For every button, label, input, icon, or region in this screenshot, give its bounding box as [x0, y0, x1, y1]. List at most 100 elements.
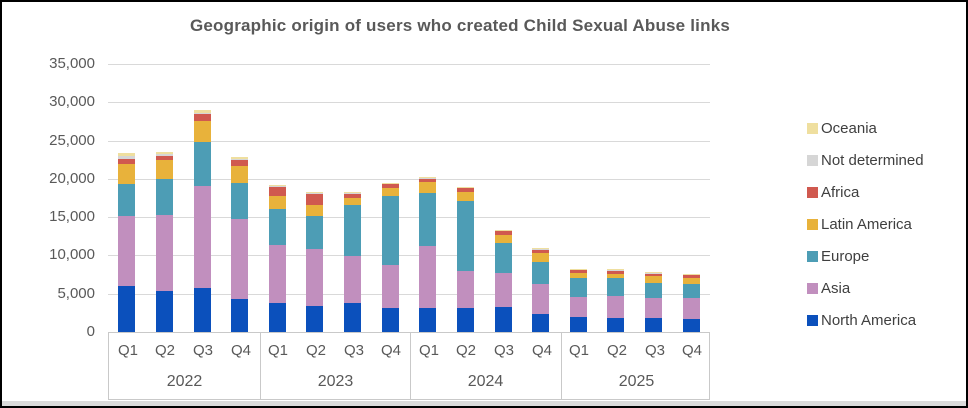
quarter-label: Q3 [644, 342, 665, 359]
bar-segment-africa [457, 187, 474, 192]
bar-segment-latin-america [269, 196, 286, 209]
legend-swatch [807, 250, 818, 262]
bar-segment-north-america [269, 302, 286, 332]
bar-segment-asia [306, 249, 323, 306]
bar-segment-north-america [607, 318, 624, 332]
bar-segment-asia [532, 283, 549, 314]
category-axis: Q1 Q2 Q3 Q4 Q1 Q2 Q3 Q4 Q1 Q2 Q3 Q4 Q1 Q2 Q3 Q4 2022 2023… [108, 332, 710, 400]
bar-segment-oceania [306, 191, 323, 193]
bar-segment-latin-america [419, 181, 436, 194]
quarter-label: Q1 [117, 342, 138, 359]
y-axis-tick-label: 5,000 [57, 285, 95, 302]
bar-segment-africa [306, 193, 323, 205]
bar-segment-oceania [457, 186, 474, 188]
legend-label: Oceania [821, 119, 877, 137]
legend-item-africa: Africa [807, 176, 924, 208]
bar-segment-asia [382, 265, 399, 309]
bar-segment-not-determined [269, 186, 286, 188]
legend-swatch [807, 282, 818, 294]
bar-segment-latin-america [382, 188, 399, 196]
legend-label: Not determined [821, 151, 924, 169]
bar-segment-europe [419, 193, 436, 247]
quarter-label: Q2 [305, 342, 326, 359]
bar-segment-europe [570, 278, 587, 297]
bottom-strip [2, 401, 966, 406]
bar-segment-not-determined [419, 177, 436, 179]
bar-segment-latin-america [231, 165, 248, 183]
bar-segment-europe [118, 184, 135, 217]
bar-segment-asia [156, 214, 173, 292]
bar-segment-europe [306, 215, 323, 250]
bar-segment-africa [382, 183, 399, 189]
bar-segment-oceania [269, 184, 286, 187]
bar-segment-north-america [419, 307, 436, 332]
bar-segment-africa [419, 178, 436, 182]
bar-segment-north-america [645, 317, 662, 332]
bar-segment-africa [231, 159, 248, 166]
legend-swatch [807, 154, 818, 166]
bar-segment-latin-america [607, 273, 624, 279]
year-divider [561, 333, 562, 399]
bar-segment-oceania [344, 191, 361, 193]
bar-segment-latin-america [118, 164, 135, 185]
y-axis-tick-label: 0 [86, 323, 95, 340]
year-label: 2024 [467, 373, 504, 390]
gridline [108, 141, 710, 142]
bar-segment-oceania [532, 248, 549, 249]
bar-segment-oceania [156, 152, 173, 154]
bar-segment-north-america [457, 307, 474, 332]
bar-segment-asia [118, 216, 135, 287]
quarter-label: Q3 [493, 342, 514, 359]
bar-segment-north-america [570, 317, 587, 332]
bar-segment-africa [194, 113, 211, 121]
bar-segment-latin-america [495, 234, 512, 243]
bar-segment-europe [194, 142, 211, 186]
year-label: 2025 [618, 373, 655, 390]
bar-segment-asia [419, 246, 436, 308]
gridline [108, 217, 710, 218]
bar-segment-africa [607, 269, 624, 274]
gridline [108, 179, 710, 180]
bar-segment-europe [532, 261, 549, 284]
bar-segment-africa [645, 273, 662, 277]
bar-segment-north-america [231, 299, 248, 332]
bar-segment-oceania [118, 153, 135, 157]
y-axis-tick-label: 30,000 [49, 93, 95, 110]
bar-segment-latin-america [645, 276, 662, 283]
bar-segment-europe [269, 208, 286, 246]
gridline [108, 255, 710, 256]
legend-label: Latin America [821, 215, 912, 233]
bar-segment-africa [495, 230, 512, 235]
legend-label: Asia [821, 279, 851, 297]
quarter-label: Q1 [418, 342, 439, 359]
bar-segment-not-determined [231, 158, 248, 160]
bar-segment-asia [269, 245, 286, 303]
bar-segment-africa [156, 155, 173, 160]
bar-segment-asia [683, 298, 700, 320]
gridline [108, 102, 710, 103]
quarter-label: Q1 [267, 342, 288, 359]
bar-segment-europe [156, 178, 173, 215]
bar-segment-asia [495, 273, 512, 307]
y-axis-tick-label: 10,000 [49, 246, 95, 263]
year-divider [260, 333, 261, 399]
bar-segment-europe [607, 278, 624, 296]
bar-segment-europe [344, 205, 361, 257]
y-axis-tick-label: 25,000 [49, 132, 95, 149]
quarter-label: Q2 [154, 342, 175, 359]
bar-segment-europe [645, 282, 662, 299]
quarter-label: Q2 [455, 342, 476, 359]
bar-segment-north-america [532, 313, 549, 332]
bar-segment-africa [683, 274, 700, 278]
bar-segment-europe [382, 195, 399, 266]
bar-segment-asia [570, 296, 587, 318]
bar-segment-asia [344, 256, 361, 303]
bar-segment-oceania [194, 110, 211, 113]
quarter-label: Q1 [568, 342, 589, 359]
bar-segment-latin-america [532, 252, 549, 262]
year-label: 2023 [317, 373, 354, 390]
quarter-label: Q2 [606, 342, 627, 359]
bar-segment-not-determined [118, 156, 135, 159]
bar-segment-africa [570, 269, 587, 274]
